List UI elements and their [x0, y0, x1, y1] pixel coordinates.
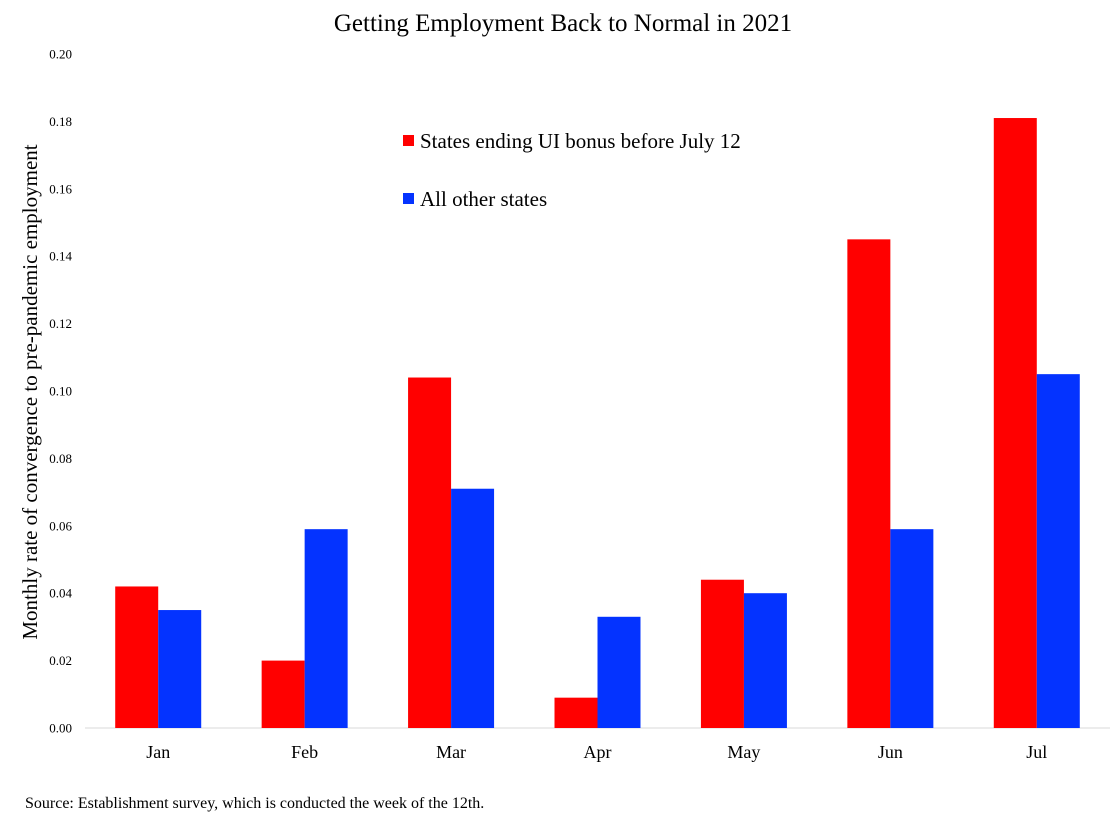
y-tick-label: 0.08: [49, 451, 72, 466]
legend: States ending UI bonus before July 12 All…: [403, 129, 741, 211]
bar-may-series-1: [700, 579, 744, 728]
legend-label: States ending UI bonus before July 12: [420, 129, 741, 153]
x-tick-label: Feb: [291, 742, 318, 762]
bar-apr-series-1: [554, 697, 598, 728]
bars: [115, 118, 1080, 728]
bar-jun-series-2: [890, 529, 934, 728]
bar-jul-series-1: [993, 118, 1037, 728]
x-tick-label: Mar: [436, 742, 466, 762]
legend-swatch: [403, 135, 414, 146]
bar-apr-series-2: [597, 616, 641, 728]
y-tick-label: 0.12: [49, 316, 72, 331]
legend-label: All other states: [420, 187, 547, 211]
x-tick-label: Jul: [1026, 742, 1047, 762]
y-axis-label: Monthly rate of convergence to pre-pande…: [18, 144, 42, 639]
bar-jan-series-2: [158, 610, 202, 728]
x-tick-label: Jan: [146, 742, 170, 762]
bar-mar-series-1: [408, 377, 452, 728]
bar-may-series-2: [743, 593, 787, 728]
y-tick-label: 0.04: [49, 586, 72, 601]
y-tick-label: 0.00: [49, 721, 72, 736]
bar-mar-series-2: [451, 488, 495, 728]
y-tick-label: 0.14: [49, 249, 72, 264]
y-axis: 0.00 0.02 0.04 0.06 0.08 0.10 0.12 0.14 0.16 0.18…: [49, 47, 72, 736]
source-note: Source: Establishment survey, which is c…: [25, 795, 484, 812]
bar-feb-series-1: [261, 660, 305, 728]
x-tick-label: Apr: [584, 742, 612, 762]
bar-jan-series-1: [115, 586, 159, 728]
bar-jun-series-1: [847, 239, 891, 728]
bar-jul-series-2: [1036, 374, 1080, 728]
bar-feb-series-2: [304, 529, 348, 728]
y-tick-label: 0.16: [49, 181, 72, 196]
y-tick-label: 0.02: [49, 653, 72, 668]
x-tick-label: May: [727, 742, 760, 762]
x-axis: Jan Feb Mar Apr May Jun Jul: [146, 742, 1047, 762]
y-tick-label: 0.06: [49, 518, 72, 533]
y-tick-label: 0.20: [49, 47, 72, 62]
x-tick-label: Jun: [878, 742, 903, 762]
legend-swatch: [403, 193, 414, 204]
chart-title: Getting Employment Back to Normal in 202…: [334, 10, 792, 37]
y-tick-label: 0.10: [49, 384, 72, 399]
y-tick-label: 0.18: [49, 114, 72, 129]
